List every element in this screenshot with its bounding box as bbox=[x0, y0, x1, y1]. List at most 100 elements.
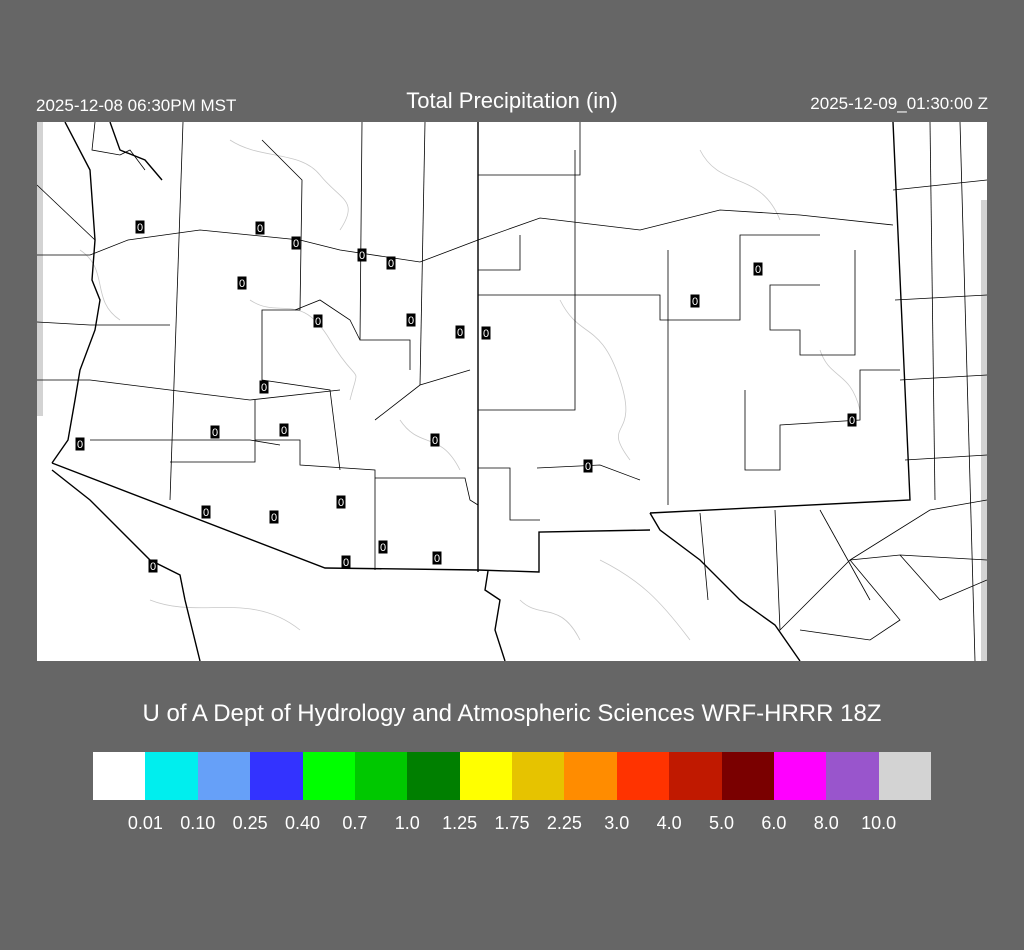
station-marker: 0 bbox=[378, 540, 388, 554]
station-marker: 0 bbox=[455, 325, 465, 339]
station-marker: 0 bbox=[201, 505, 211, 519]
station-value: 0 bbox=[239, 278, 245, 290]
colorbar-label: 8.0 bbox=[813, 813, 839, 833]
station-marker: 0 bbox=[135, 220, 145, 234]
colorbar-swatch bbox=[250, 752, 303, 800]
colorbar-swatch bbox=[773, 752, 827, 800]
colorbar-label: 0.01 bbox=[127, 813, 163, 833]
station-marker: 0 bbox=[690, 294, 700, 308]
station-marker: 0 bbox=[255, 221, 265, 235]
colorbar-swatch bbox=[616, 752, 670, 800]
station-value: 0 bbox=[137, 222, 143, 234]
map-edge-strip bbox=[37, 122, 43, 416]
colorbar-swatch bbox=[826, 752, 879, 800]
colorbar-swatch bbox=[407, 752, 460, 800]
station-value: 0 bbox=[257, 223, 263, 235]
map-title: Total Precipitation (in) bbox=[406, 88, 618, 113]
station-value: 0 bbox=[755, 264, 761, 276]
station-marker: 0 bbox=[259, 380, 269, 394]
gulf-coast bbox=[51, 469, 201, 661]
station-value: 0 bbox=[150, 561, 156, 573]
station-marker: 0 bbox=[75, 437, 85, 451]
station-marker: 0 bbox=[279, 423, 289, 437]
station-value: 0 bbox=[271, 512, 277, 524]
county-borders bbox=[37, 122, 987, 661]
station-marker: 0 bbox=[430, 433, 440, 447]
station-value: 0 bbox=[585, 461, 591, 473]
colorbar-label: 0.25 bbox=[232, 813, 268, 833]
station-value: 0 bbox=[343, 557, 349, 569]
valid-time-label: 2025-12-09_01:30:00 Z bbox=[810, 94, 988, 113]
station-value: 0 bbox=[692, 296, 698, 308]
lake-mead bbox=[109, 122, 163, 181]
colorbar-swatch bbox=[354, 752, 408, 800]
station-marker: 0 bbox=[341, 555, 351, 569]
terrain-contours bbox=[79, 139, 861, 641]
station-value: 0 bbox=[380, 542, 386, 554]
station-value: 0 bbox=[408, 315, 414, 327]
station-value: 0 bbox=[212, 427, 218, 439]
station-value: 0 bbox=[849, 415, 855, 427]
station-value: 0 bbox=[388, 258, 394, 270]
colorado-river bbox=[51, 122, 101, 464]
station-marker: 0 bbox=[386, 256, 396, 270]
mexico-border bbox=[51, 462, 651, 573]
station-marker: 0 bbox=[291, 236, 301, 250]
state-borders bbox=[51, 122, 911, 661]
colorbar-swatch bbox=[512, 752, 565, 800]
map-edge-strip bbox=[981, 200, 987, 661]
local-time-label: 2025-12-08 06:30PM MST bbox=[36, 96, 237, 115]
colorbar-label: 2.25 bbox=[546, 813, 582, 833]
colorbar-label: 5.0 bbox=[708, 813, 735, 833]
colorbar-label: 0.7 bbox=[342, 813, 368, 833]
station-value: 0 bbox=[77, 439, 83, 451]
station-marker: 0 bbox=[753, 262, 763, 276]
station-value: 0 bbox=[457, 327, 463, 339]
colorbar-swatch bbox=[878, 752, 931, 800]
credit-text: U of A Dept of Hydrology and Atmospheric… bbox=[142, 700, 882, 727]
station-value: 0 bbox=[434, 553, 440, 565]
colorbar-swatch bbox=[197, 752, 251, 800]
colorbar-swatch bbox=[669, 752, 722, 800]
station-value: 0 bbox=[293, 238, 299, 250]
station-value: 0 bbox=[359, 250, 365, 262]
nm-tx-border bbox=[649, 122, 911, 514]
colorbar-label: 10.0 bbox=[861, 813, 897, 833]
station-value: 0 bbox=[261, 382, 267, 394]
station-marker: 0 bbox=[336, 495, 346, 509]
station-value: 0 bbox=[338, 497, 344, 509]
station-marker: 0 bbox=[406, 313, 416, 327]
colorbar-swatch bbox=[564, 752, 617, 800]
station-marker: 0 bbox=[313, 314, 323, 328]
station-value: 0 bbox=[281, 425, 287, 437]
station-marker: 0 bbox=[148, 559, 158, 573]
colorbar-label: 1.25 bbox=[442, 813, 478, 833]
colorbar-label: 1.0 bbox=[394, 813, 420, 833]
colorbar-label: 4.0 bbox=[656, 813, 682, 833]
mexico-state-line bbox=[484, 570, 506, 661]
colorbar-label: 3.0 bbox=[604, 813, 630, 833]
colorbar bbox=[93, 752, 931, 800]
station-marker: 0 bbox=[357, 248, 367, 262]
station-value: 0 bbox=[432, 435, 438, 447]
station-marker: 0 bbox=[237, 276, 247, 290]
colorbar-swatch bbox=[145, 752, 198, 800]
station-marker: 0 bbox=[210, 425, 220, 439]
rio-grande bbox=[649, 512, 801, 661]
colorbar-label: 0.40 bbox=[284, 813, 321, 833]
colorbar-swatch bbox=[459, 752, 512, 800]
colorbar-label: 1.75 bbox=[494, 813, 530, 833]
station-value: 0 bbox=[315, 316, 321, 328]
station-marker: 0 bbox=[269, 510, 279, 524]
station-marker: 0 bbox=[481, 326, 491, 340]
colorbar-label: 0.10 bbox=[180, 813, 216, 833]
station-marker: 0 bbox=[432, 551, 442, 565]
colorbar-labels: 0.01 0.10 0.25 0.40 0.7 1.0 1.25 1.75 2.25 3.0 4.0… bbox=[0, 813, 1024, 837]
colorbar-swatch bbox=[721, 752, 774, 800]
colorbar-swatch bbox=[302, 752, 355, 800]
colorbar-label: 6.0 bbox=[761, 813, 787, 833]
station-value: 0 bbox=[203, 507, 209, 519]
station-markers: 0 0 0 0 0 0 0 0 0 0 0 0 0 0 0 0 0 0 0 0 0 0 0 0 0 0 bbox=[75, 220, 857, 573]
station-marker: 0 bbox=[583, 459, 593, 473]
station-value: 0 bbox=[483, 328, 489, 340]
